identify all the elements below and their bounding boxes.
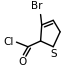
Text: Br: Br — [31, 1, 43, 11]
Text: Cl: Cl — [4, 37, 14, 47]
Text: O: O — [18, 57, 26, 67]
Text: S: S — [50, 49, 57, 59]
